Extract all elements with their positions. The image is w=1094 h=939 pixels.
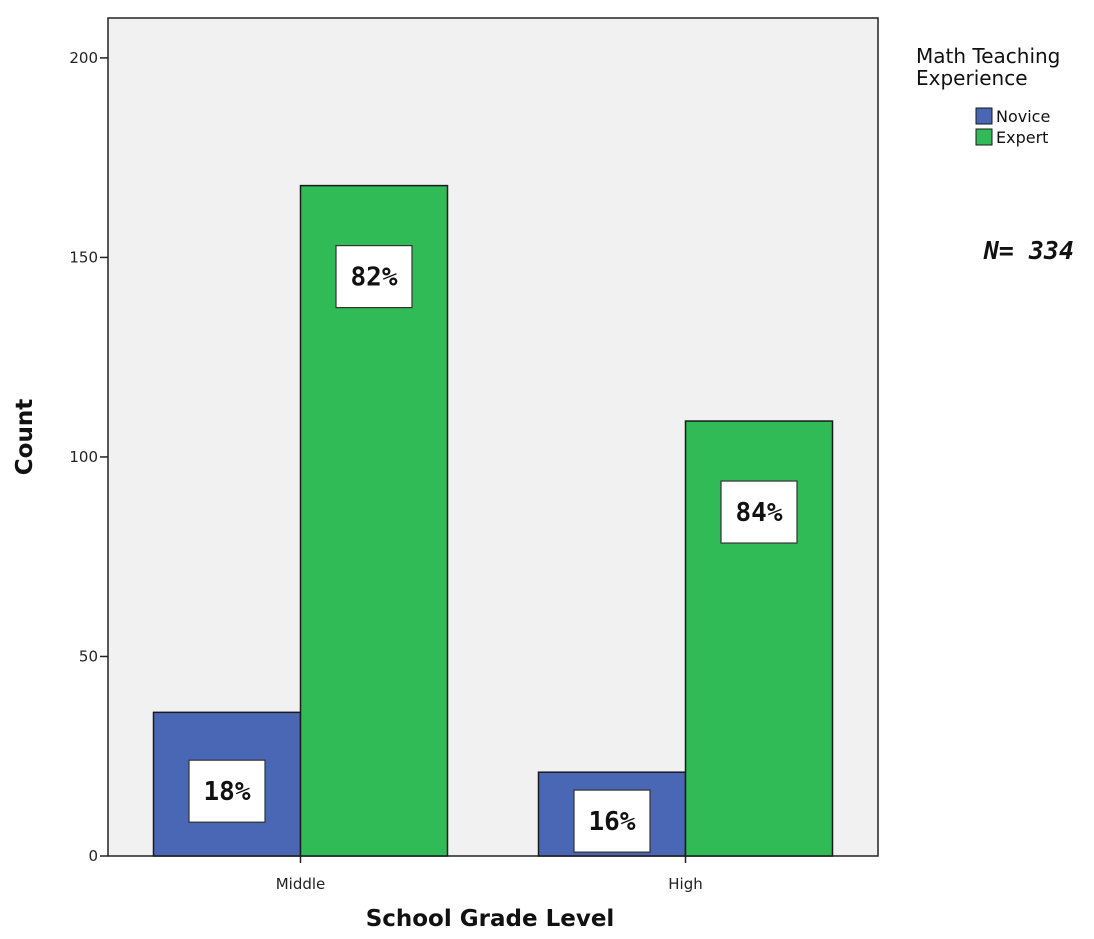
data-label: 82% <box>351 263 398 293</box>
data-label: 84% <box>736 498 783 528</box>
x-axis: Middle High <box>276 856 703 893</box>
legend-label-novice: Novice <box>996 107 1050 126</box>
sample-size-annotation: N= 334 <box>983 236 1074 265</box>
y-tick-label: 100 <box>69 448 98 466</box>
y-tick-label: 50 <box>79 647 98 665</box>
legend-swatch-expert <box>976 129 992 145</box>
legend-items: Novice Expert <box>976 107 1050 147</box>
legend: Math Teaching Experience Novice Expert <box>916 44 1060 147</box>
data-label: 18% <box>204 777 251 807</box>
data-label: 16% <box>589 807 636 837</box>
y-tick-label: 0 <box>88 847 98 865</box>
y-tick-label: 200 <box>69 49 98 67</box>
legend-title-line-2: Experience <box>916 66 1028 90</box>
y-axis-title: Count <box>12 399 38 475</box>
y-axis: 0 50 100 150 200 <box>69 49 108 865</box>
x-axis-title: School Grade Level <box>366 906 615 932</box>
x-tick-label: Middle <box>276 875 326 893</box>
legend-label-expert: Expert <box>996 128 1048 147</box>
legend-title-line-1: Math Teaching <box>916 44 1060 68</box>
x-tick-label: High <box>668 875 702 893</box>
legend-swatch-novice <box>976 108 992 124</box>
y-tick-label: 150 <box>69 248 98 266</box>
